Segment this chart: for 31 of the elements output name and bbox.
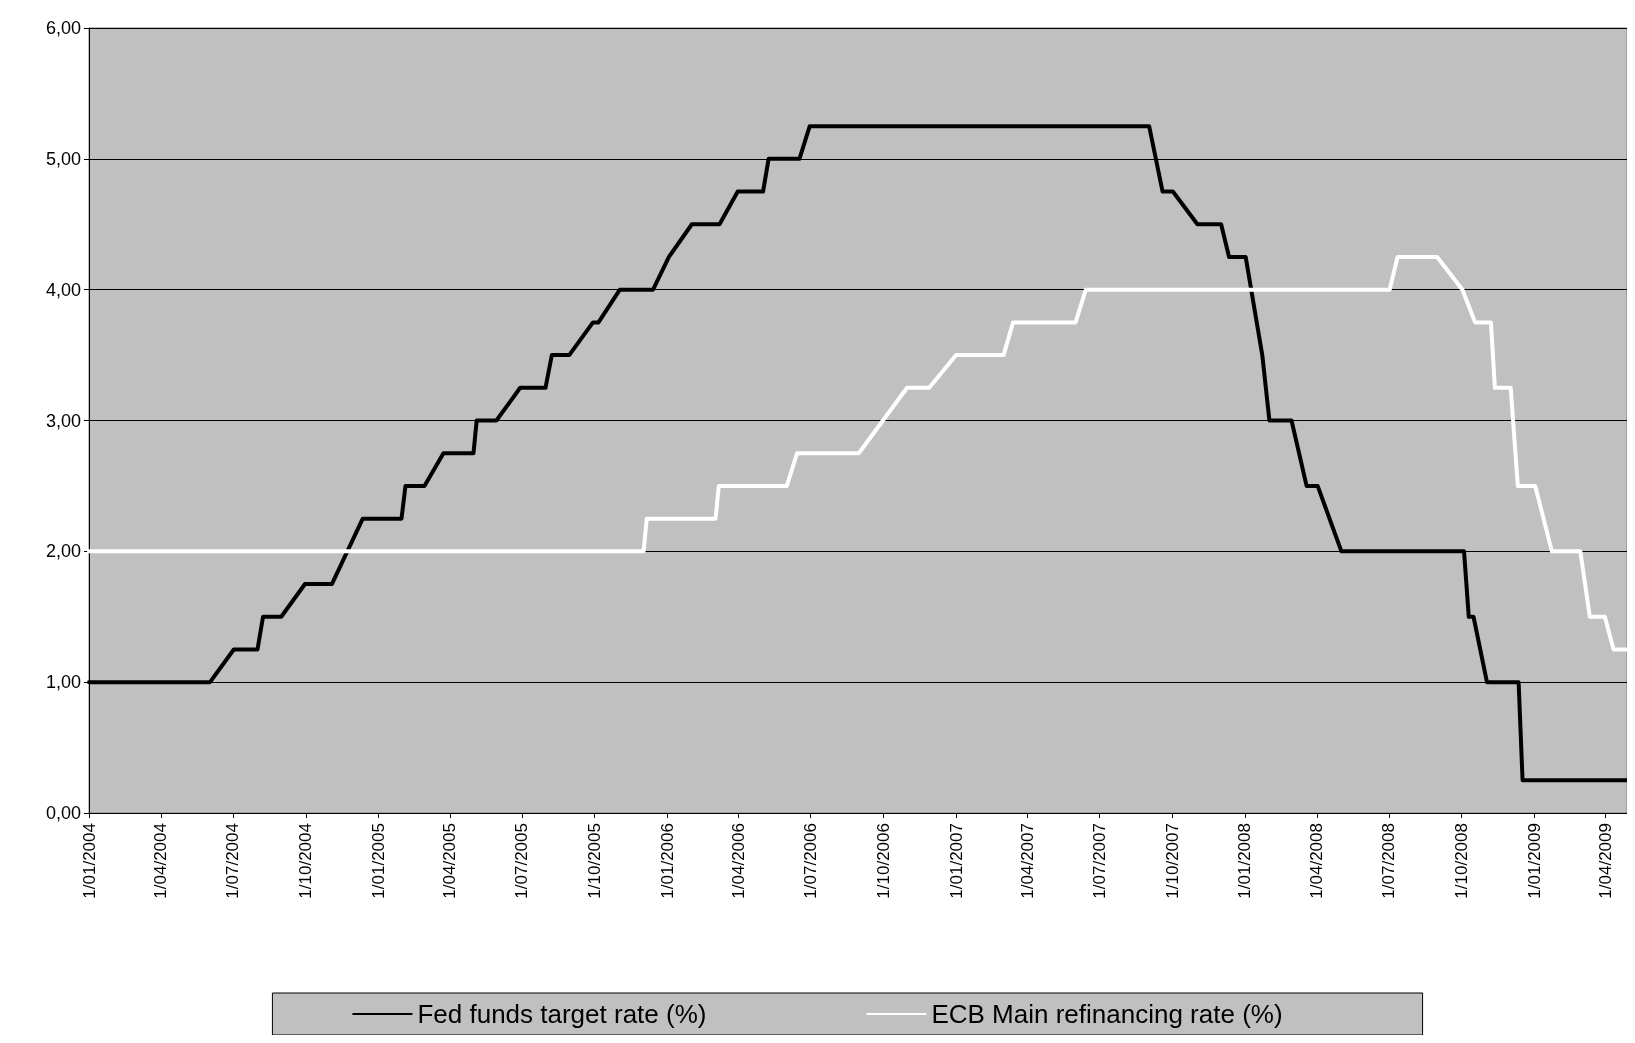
y-tick-label: 6,00	[45, 18, 81, 38]
x-tick-label: 1/01/2009	[1524, 823, 1544, 899]
x-tick-label: 1/01/2004	[79, 823, 99, 899]
x-tick-label: 1/04/2004	[151, 823, 171, 899]
x-tick-label: 1/04/2008	[1307, 823, 1327, 899]
y-tick-label: 5,00	[45, 148, 81, 169]
x-tick-label: 1/10/2008	[1452, 823, 1472, 899]
x-tick-label: 1/01/2005	[369, 823, 389, 899]
y-tick-label: 2,00	[45, 541, 81, 562]
x-tick-label: 1/01/2006	[657, 823, 677, 899]
legend-label: ECB Main refinancing rate (%)	[931, 999, 1283, 1029]
x-tick-label: 1/07/2007	[1089, 823, 1109, 899]
x-tick-label: 1/07/2004	[223, 823, 243, 899]
x-tick-label: 1/04/2007	[1017, 823, 1037, 899]
x-tick-label: 1/10/2005	[585, 823, 605, 899]
y-tick-label: 4,00	[45, 279, 81, 300]
y-tick-label: 3,00	[45, 410, 81, 431]
x-tick-label: 1/10/2007	[1162, 823, 1182, 899]
x-tick-label: 1/01/2008	[1235, 823, 1255, 899]
y-tick-label: 0,00	[45, 803, 81, 823]
y-tick-label: 1,00	[45, 672, 81, 693]
legend-label: Fed funds target rate (%)	[417, 999, 707, 1029]
x-tick-label: 1/07/2006	[801, 823, 821, 899]
x-tick-label: 1/07/2008	[1379, 823, 1399, 899]
x-tick-label: 1/10/2006	[873, 823, 893, 899]
x-tick-label: 1/04/2005	[440, 823, 460, 899]
x-tick-label: 1/04/2009	[1596, 823, 1616, 899]
x-tick-label: 1/07/2005	[512, 823, 532, 899]
x-tick-label: 1/04/2006	[729, 823, 749, 899]
x-tick-label: 1/10/2004	[296, 823, 316, 899]
x-tick-label: 1/01/2007	[946, 823, 966, 899]
